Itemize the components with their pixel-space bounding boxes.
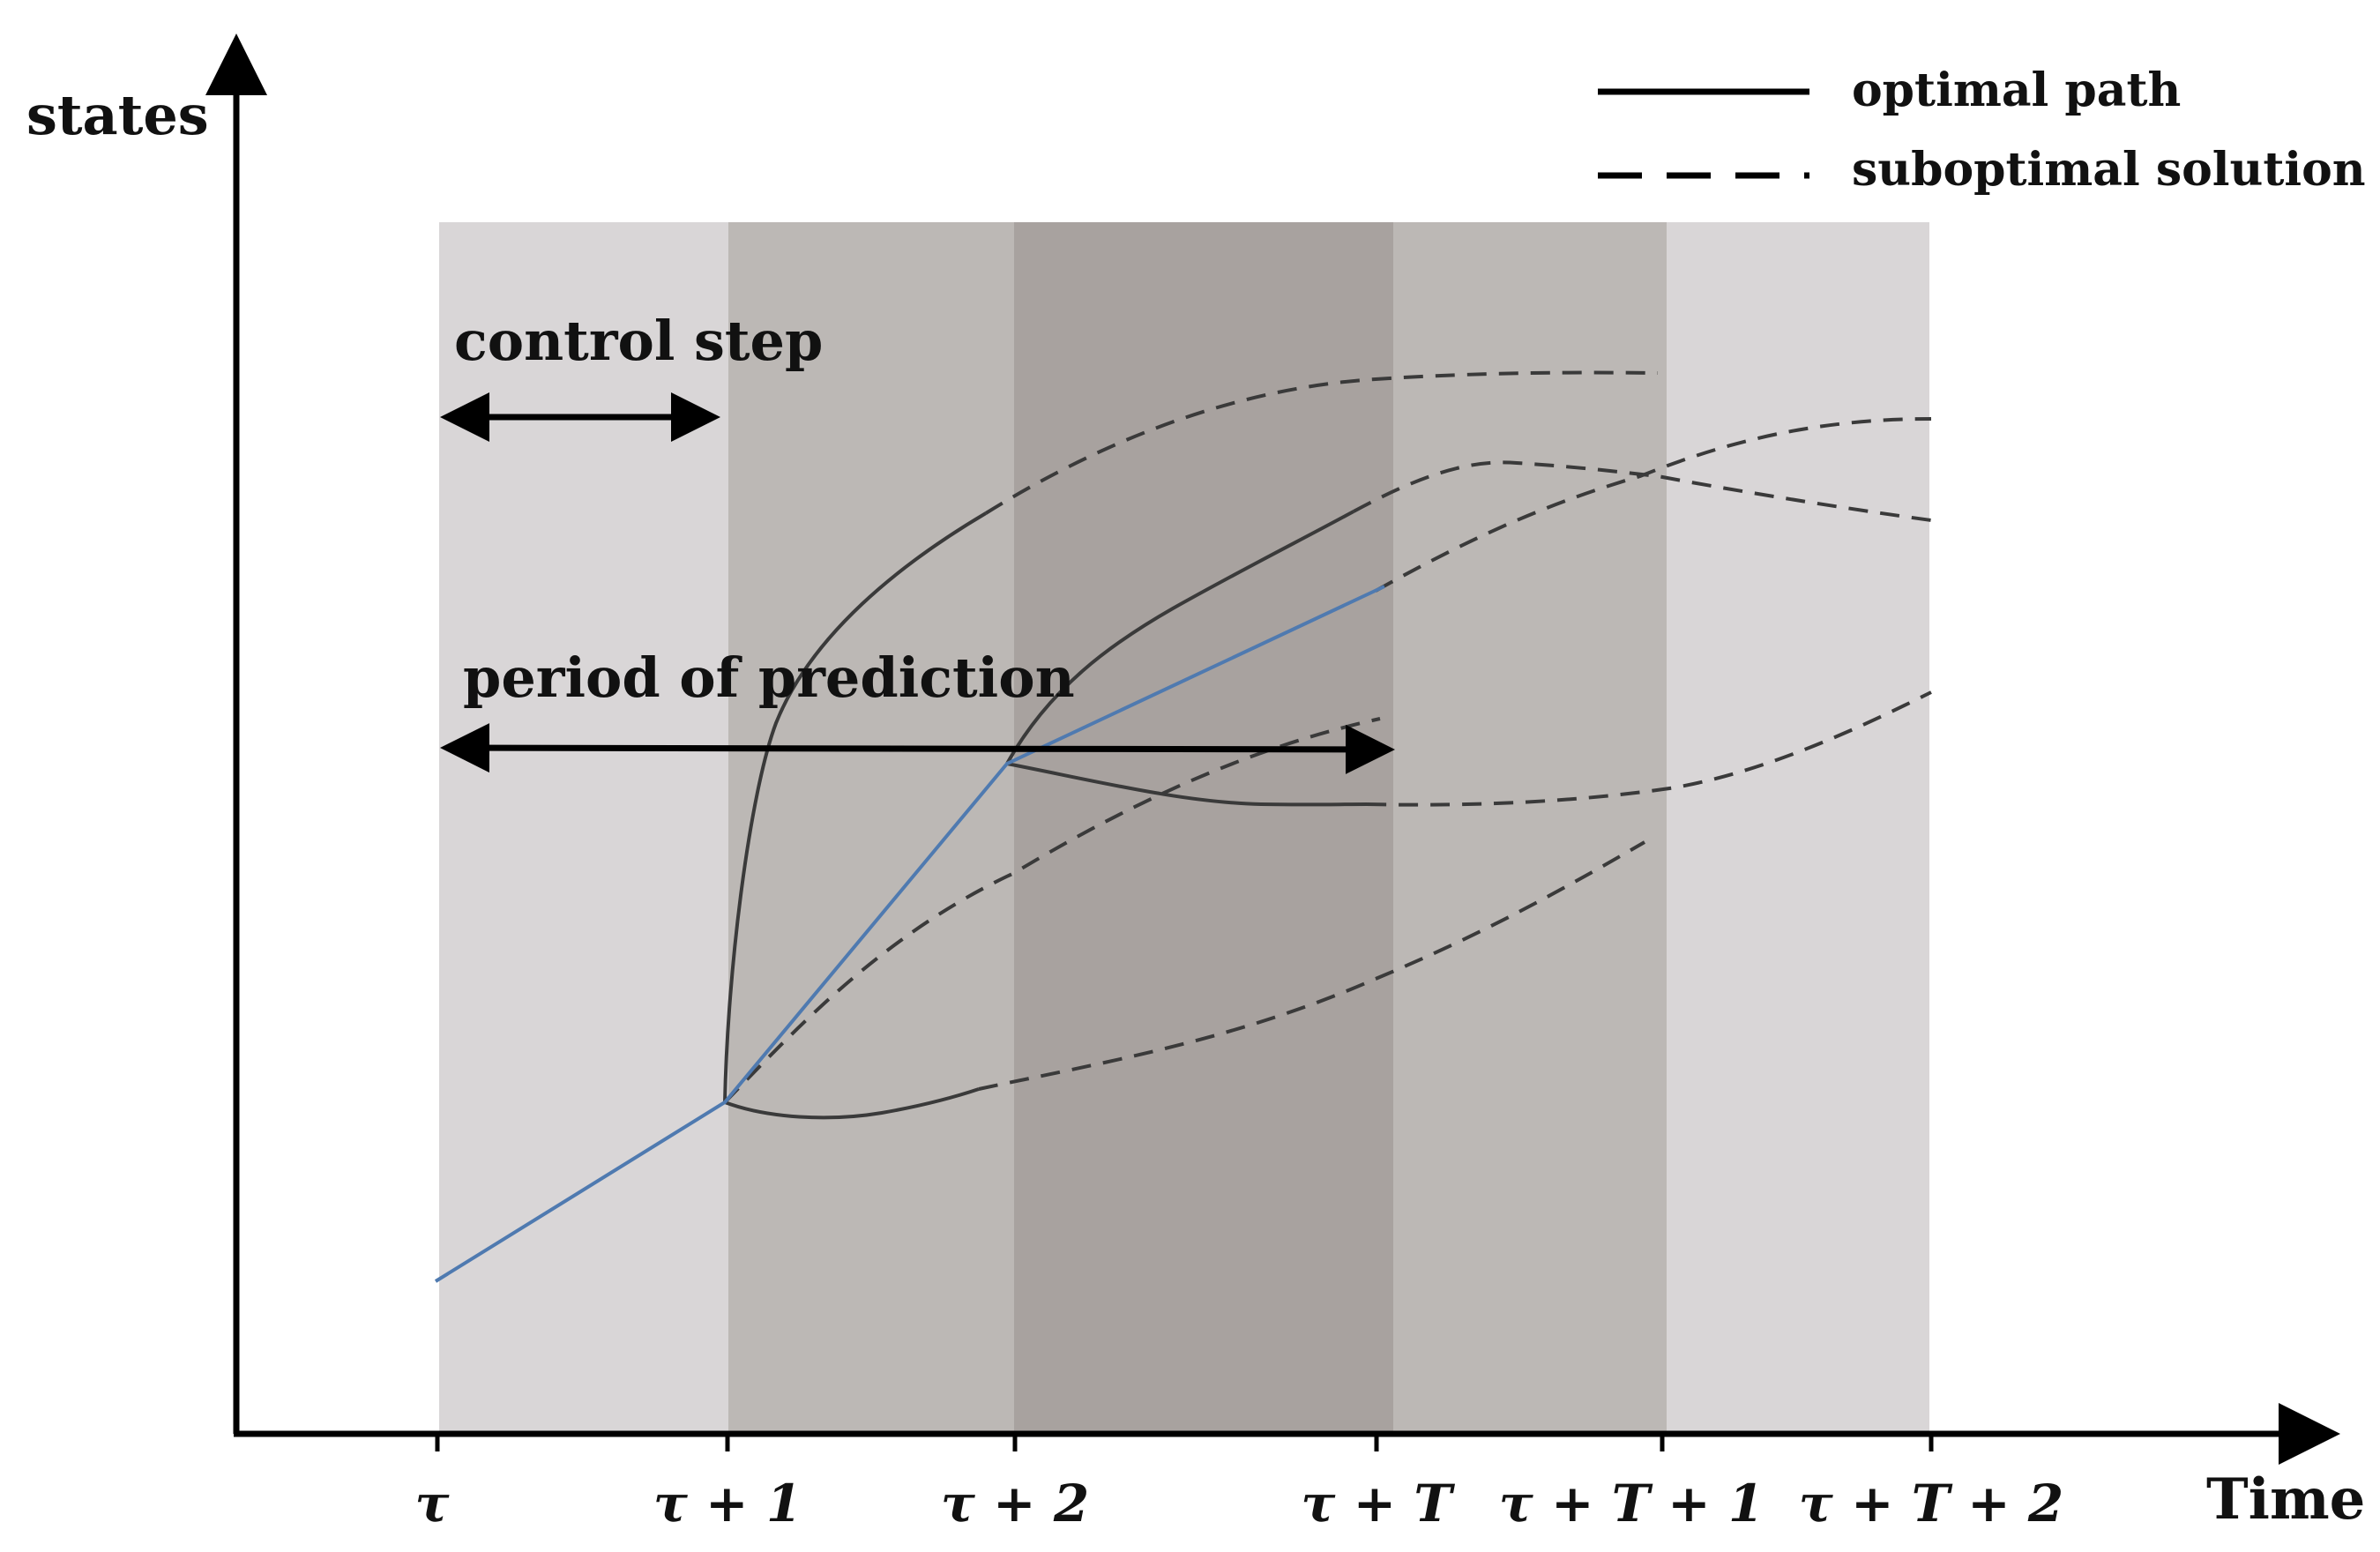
dashed-e bbox=[723, 717, 1381, 1104]
x-tick-marks bbox=[435, 1434, 1934, 1451]
optimal-curve-lower-1 bbox=[724, 1087, 980, 1120]
suboptimal-curves bbox=[723, 370, 1932, 1104]
optimal-curve-lower-2 bbox=[1006, 762, 1368, 807]
tick-label-1: τ + 1 bbox=[653, 1474, 802, 1533]
dashed-f bbox=[978, 840, 1646, 1091]
tick-label-2: τ + 2 bbox=[941, 1474, 1089, 1533]
prediction-period-arrow bbox=[440, 723, 1395, 774]
tick-label-3: τ + T bbox=[1301, 1474, 1455, 1533]
prediction-period-label: period of prediction bbox=[463, 645, 1075, 710]
tick-label-5: τ + T + 2 bbox=[1799, 1474, 2064, 1533]
dashed-d bbox=[1366, 690, 1932, 807]
band-step-5 bbox=[1667, 222, 1929, 1432]
dashed-c bbox=[1375, 417, 1932, 593]
optimal-curve-upper-2 bbox=[1005, 510, 1354, 765]
y-axis-label: states bbox=[26, 83, 209, 147]
control-step-label: control step bbox=[454, 309, 823, 373]
legend-solid-label: optimal path bbox=[1852, 63, 2181, 117]
band-step-4 bbox=[1393, 222, 1667, 1432]
band-step-2 bbox=[728, 222, 1014, 1432]
band-step-3 bbox=[1014, 222, 1393, 1432]
time-bands bbox=[439, 222, 1929, 1432]
legend: optimal path suboptimal solution bbox=[1598, 63, 2366, 197]
tick-label-0: τ bbox=[414, 1474, 450, 1533]
axes: states Time bbox=[26, 34, 2365, 1533]
x-axis-label: Time bbox=[2206, 1466, 2365, 1533]
actual-path bbox=[434, 585, 1385, 1283]
dashed-a bbox=[984, 370, 1659, 515]
legend-dashed-label: suboptimal solution bbox=[1852, 143, 2366, 197]
tick-label-4: τ + T + 1 bbox=[1499, 1474, 1764, 1533]
x-tick-labels: τ τ + 1 τ + 2 τ + T τ + T + 1 τ + T + 2 bbox=[414, 1474, 2063, 1533]
